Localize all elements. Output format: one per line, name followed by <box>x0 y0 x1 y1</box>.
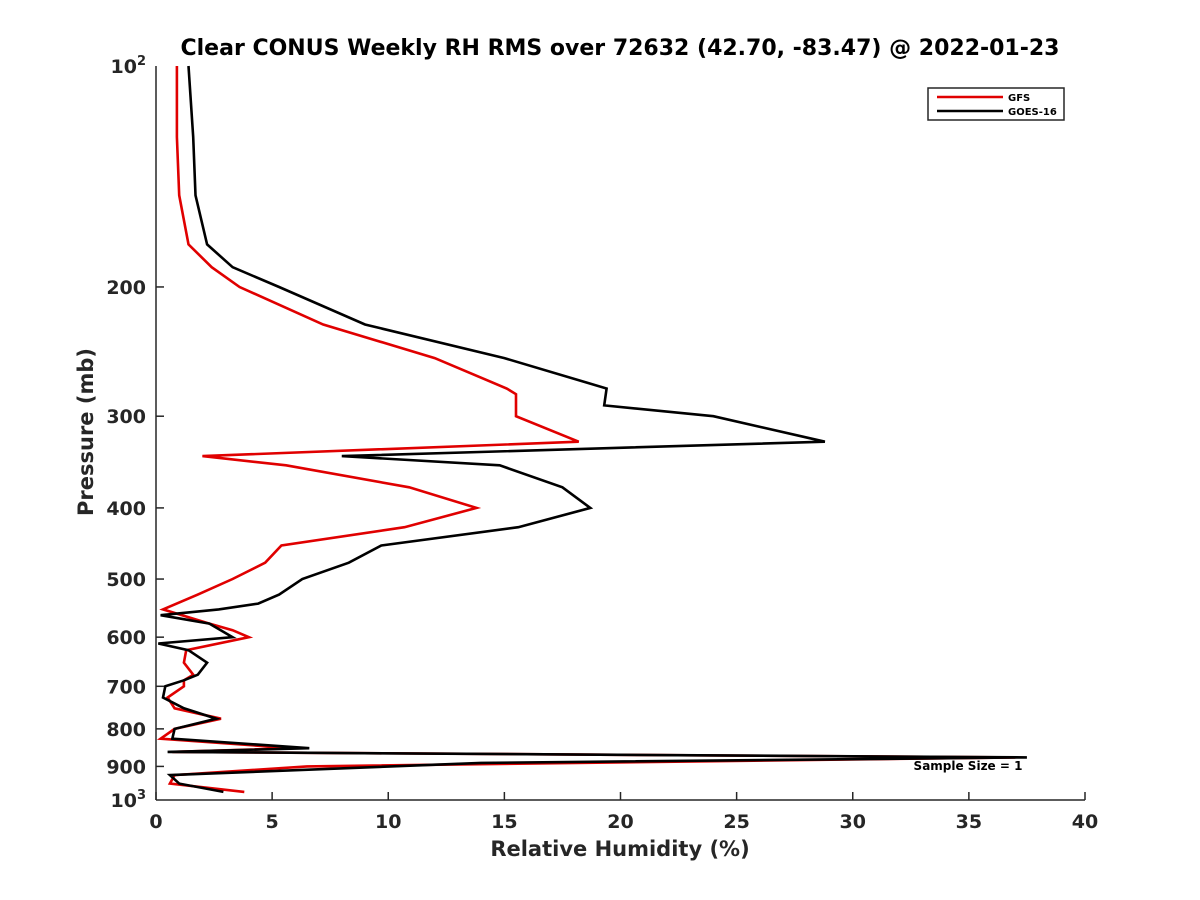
series-line-gfs <box>156 66 1016 794</box>
sample-size-annotation: Sample Size = 1 <box>914 759 1023 773</box>
x-tick-label: 0 <box>149 811 162 833</box>
y-tick-label-top: 102 <box>111 54 147 78</box>
legend: GFS GOES-16 <box>927 87 1065 121</box>
x-axis-label: Relative Humidity (%) <box>490 837 749 861</box>
y-tick-label: 800 <box>106 719 146 741</box>
legend-label-gfs: GFS <box>1008 93 1030 104</box>
x-tick-label: 25 <box>723 811 749 833</box>
y-axis-label: Pressure (mb) <box>74 348 98 516</box>
y-tick-label-bottom: 103 <box>111 788 147 812</box>
series-line-goes16 <box>158 65 1027 794</box>
y-tick-label: 700 <box>106 676 146 698</box>
y-tick-label: 600 <box>106 627 146 649</box>
y-tick-label: 300 <box>106 406 146 428</box>
legend-label-goes16: GOES-16 <box>1008 107 1057 118</box>
plot-axes <box>155 66 1085 801</box>
y-tick-label: 500 <box>106 569 146 591</box>
x-tick-label: 40 <box>1072 811 1098 833</box>
x-tick-label: 10 <box>375 811 401 833</box>
x-tick-label: 30 <box>840 811 866 833</box>
x-tick-label: 35 <box>956 811 982 833</box>
series-layer <box>156 65 1027 794</box>
x-tick-label: 5 <box>266 811 279 833</box>
y-tick-label: 900 <box>106 756 146 778</box>
chart-title: Clear CONUS Weekly RH RMS over 72632 (42… <box>181 36 1060 61</box>
x-tick-label: 15 <box>491 811 517 833</box>
y-tick-label: 200 <box>106 277 146 299</box>
y-tick-label: 400 <box>106 498 146 520</box>
legend-box <box>927 87 1065 121</box>
x-tick-label: 20 <box>607 811 633 833</box>
ticks-layer: 0 5 10 15 20 25 30 35 40 200 300 400 500 600 700 800 900… <box>106 54 1098 833</box>
